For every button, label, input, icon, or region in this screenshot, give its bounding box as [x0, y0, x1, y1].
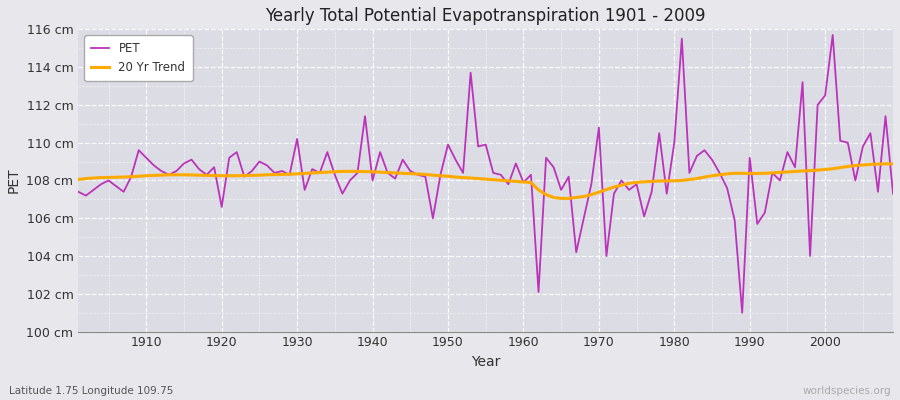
PET — [300, 188, 310, 192]
PET — [345, 178, 356, 183]
Text: Latitude 1.75 Longitude 109.75: Latitude 1.75 Longitude 109.75 — [9, 386, 174, 396]
20 Yr Trend — [555, 196, 566, 201]
Text: worldspecies.org: worldspecies.org — [803, 386, 891, 396]
PET — [518, 180, 529, 185]
PET — [608, 191, 619, 196]
20 Yr Trend — [133, 174, 144, 179]
Line: 20 Yr Trend: 20 Yr Trend — [78, 164, 893, 198]
20 Yr Trend — [880, 162, 891, 166]
Title: Yearly Total Potential Evapotranspiration 1901 - 2009: Yearly Total Potential Evapotranspiratio… — [266, 7, 706, 25]
Line: PET: PET — [78, 35, 893, 313]
PET — [133, 148, 144, 153]
X-axis label: Year: Year — [471, 355, 500, 369]
20 Yr Trend — [73, 177, 84, 182]
20 Yr Trend — [616, 183, 627, 188]
20 Yr Trend — [510, 179, 521, 184]
PET — [887, 191, 898, 196]
PET — [737, 310, 748, 315]
20 Yr Trend — [887, 162, 898, 166]
Legend: PET, 20 Yr Trend: PET, 20 Yr Trend — [85, 35, 193, 81]
PET — [510, 161, 521, 166]
20 Yr Trend — [300, 171, 310, 176]
PET — [827, 32, 838, 37]
20 Yr Trend — [345, 169, 356, 174]
20 Yr Trend — [518, 180, 529, 184]
PET — [73, 189, 84, 194]
Y-axis label: PET: PET — [7, 168, 21, 193]
